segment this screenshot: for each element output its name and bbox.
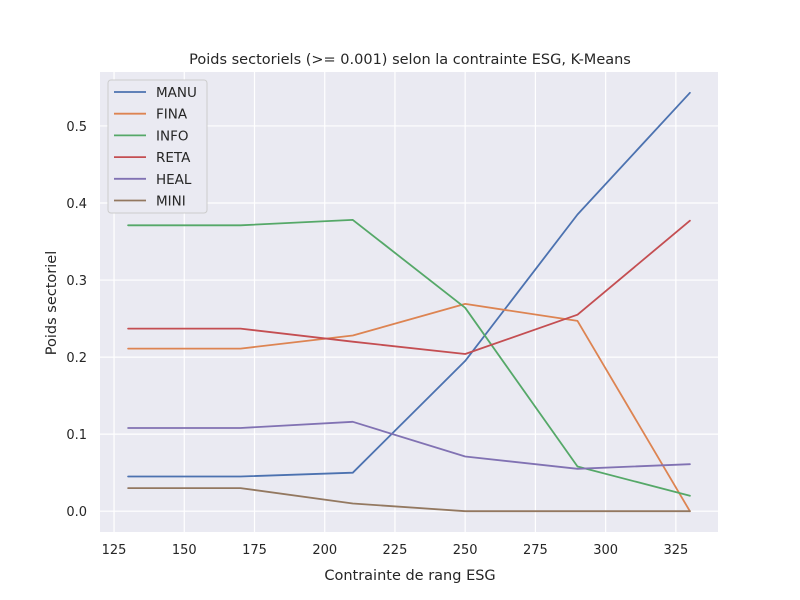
series-line-reta [127,219,691,355]
y-axis-ticks: 0.0 0.1 0.2 0.3 0.4 0.5 [66,120,87,520]
legend-label-fina: FINA [156,107,188,123]
x-tick-label: 225 [383,543,408,558]
series-line-info [127,218,691,497]
x-tick-label: 275 [523,543,548,558]
x-tick-label: 175 [242,543,267,558]
x-tick-label: 300 [593,543,618,558]
x-axis-ticks: 125 150 175 200 225 250 275 300 325 [102,543,689,558]
y-tick-label: 0.4 [66,197,87,212]
legend-label-reta: RETA [156,150,191,166]
series-line-fina [127,302,691,513]
legend-label-heal: HEAL [156,172,192,188]
chart-title: Poids sectoriels (>= 0.001) selon la con… [189,52,631,68]
legend-label-mini: MINI [156,194,186,210]
y-tick-label: 0.5 [66,120,87,135]
x-tick-label: 200 [312,543,337,558]
series-line-heal [127,420,691,470]
x-tick-label: 325 [663,543,688,558]
x-axis-label: Contrainte de rang ESG [324,568,495,584]
series-line-mini [127,487,691,513]
y-tick-label: 0.0 [66,505,87,520]
series-line-manu [127,91,691,478]
series-lines [127,91,691,513]
y-tick-label: 0.2 [66,351,87,366]
y-axis-label: Poids sectoriel [44,251,60,355]
legend-label-info: INFO [156,128,188,144]
x-tick-label: 125 [102,543,127,558]
x-tick-label: 250 [453,543,478,558]
legend-label-manu: MANU [156,85,197,101]
legend: MANU FINA INFO RETA HEAL MINI [107,79,208,214]
x-tick-label: 150 [172,543,197,558]
y-tick-label: 0.3 [66,274,87,289]
y-tick-label: 0.1 [66,428,87,443]
